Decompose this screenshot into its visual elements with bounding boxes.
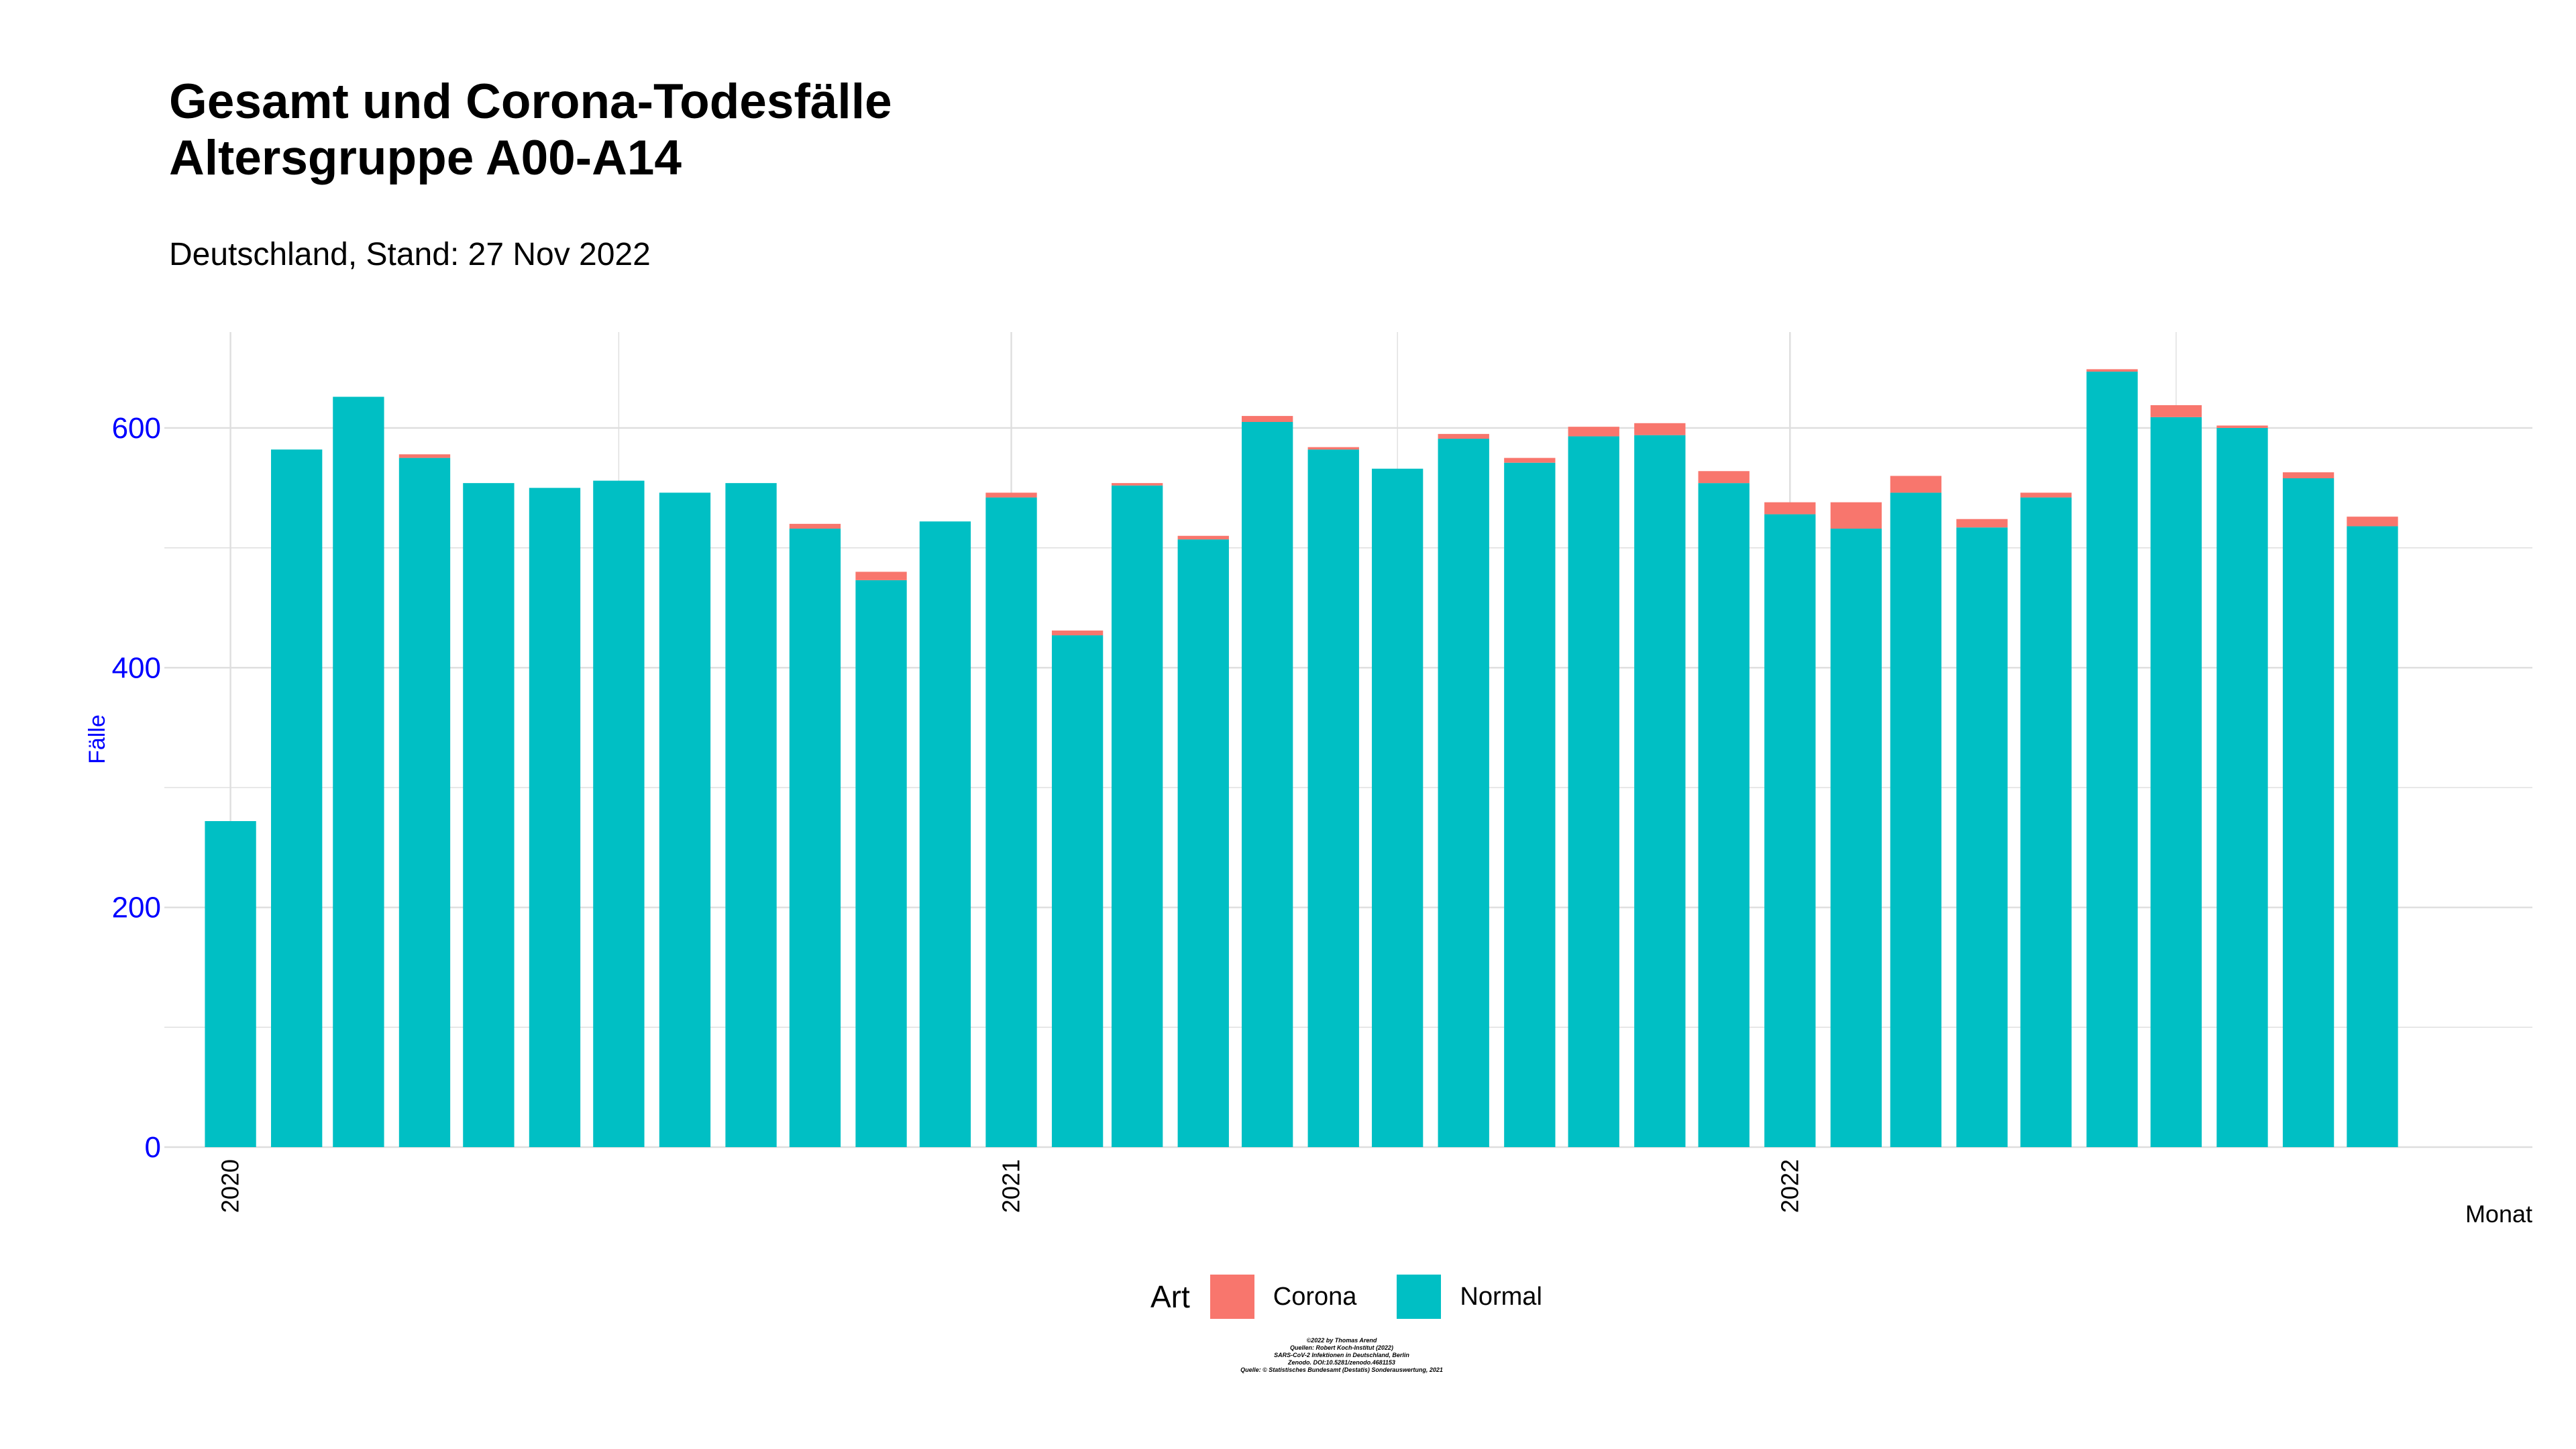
y-tick-label: 400 bbox=[112, 651, 161, 684]
bar-normal-2021-09 bbox=[1504, 462, 1556, 1147]
caption-line: ©2022 by Thomas Arend bbox=[1306, 1337, 1377, 1344]
bar-corona-2021-03 bbox=[1112, 483, 1163, 486]
bar-corona-2022-02 bbox=[1830, 502, 1882, 529]
legend-key-normal bbox=[1397, 1275, 1442, 1319]
bar-normal-2020-12 bbox=[919, 521, 971, 1147]
bar-normal-2021-02 bbox=[1051, 635, 1104, 1147]
caption-line: Quelle: © Statistisches Bundesamt (Desta… bbox=[1240, 1366, 1443, 1373]
bar-normal-2020-06 bbox=[529, 488, 581, 1147]
x-axis-title: Monat bbox=[2465, 1200, 2532, 1228]
y-tick-label: 0 bbox=[145, 1131, 161, 1164]
legend-key-corona bbox=[1210, 1275, 1254, 1319]
bar-normal-2020-01 bbox=[205, 821, 256, 1147]
bar-normal-2020-07 bbox=[593, 480, 645, 1147]
bar-corona-2022-09 bbox=[2282, 472, 2334, 478]
bar-corona-2020-11 bbox=[855, 572, 907, 580]
legend-label-normal: Normal bbox=[1460, 1282, 1542, 1311]
bar-normal-2022-07 bbox=[2150, 417, 2202, 1147]
x-tick-label: 2020 bbox=[217, 1159, 244, 1213]
bar-corona-2022-06 bbox=[2086, 369, 2138, 372]
bar-normal-2021-04 bbox=[1177, 539, 1229, 1147]
bar-normal-2020-04 bbox=[398, 458, 451, 1147]
bar-corona-2022-05 bbox=[2020, 492, 2072, 498]
bar-normal-2021-08 bbox=[1438, 439, 1489, 1148]
y-axis-title: Fälle bbox=[85, 714, 110, 764]
y-tick-label: 200 bbox=[112, 892, 161, 924]
chart-title-line-1: Gesamt und Corona-Todesfälle bbox=[169, 74, 892, 129]
x-tick-label: 2021 bbox=[998, 1159, 1025, 1213]
bar-normal-2021-06 bbox=[1307, 449, 1359, 1147]
bar-corona-2021-11 bbox=[1634, 423, 1686, 435]
bar-corona-2021-04 bbox=[1177, 535, 1229, 540]
bar-corona-2021-12 bbox=[1698, 471, 1750, 484]
bar-normal-2021-10 bbox=[1568, 436, 1619, 1148]
bar-normal-2022-05 bbox=[2020, 497, 2072, 1147]
legend-title: Art bbox=[1150, 1279, 1190, 1314]
bar-corona-2021-09 bbox=[1504, 458, 1556, 463]
bar-normal-2021-03 bbox=[1112, 485, 1163, 1147]
bar-corona-2021-01 bbox=[985, 492, 1037, 498]
legend: Art Corona Normal bbox=[1150, 1275, 1582, 1319]
bar-normal-2022-01 bbox=[1764, 514, 1816, 1147]
bar-normal-2020-02 bbox=[271, 449, 323, 1147]
bar-corona-2022-01 bbox=[1764, 502, 1816, 515]
bar-normal-2020-08 bbox=[659, 492, 711, 1147]
bar-normal-2020-09 bbox=[725, 483, 777, 1147]
bar-normal-2020-05 bbox=[463, 483, 515, 1147]
bar-normal-2020-03 bbox=[333, 396, 384, 1147]
bar-corona-2021-10 bbox=[1568, 427, 1619, 437]
y-tick-label: 600 bbox=[112, 412, 161, 445]
bar-corona-2021-06 bbox=[1307, 447, 1359, 450]
bar-corona-2022-07 bbox=[2150, 405, 2202, 417]
bar-normal-2021-01 bbox=[985, 497, 1037, 1147]
chart-subtitle: Deutschland, Stand: 27 Nov 2022 bbox=[169, 237, 651, 272]
bar-normal-2021-12 bbox=[1698, 483, 1750, 1147]
bar-corona-2022-08 bbox=[2216, 425, 2268, 428]
bar-normal-2022-10 bbox=[2347, 526, 2398, 1147]
bar-normal-2022-02 bbox=[1830, 529, 1882, 1147]
bar-corona-2022-04 bbox=[1956, 519, 2008, 528]
bar-normal-2020-10 bbox=[789, 529, 841, 1147]
bar-corona-2021-05 bbox=[1241, 416, 1293, 423]
bar-normal-2022-03 bbox=[1890, 492, 1942, 1147]
bar-corona-2021-08 bbox=[1438, 433, 1489, 439]
caption-line: SARS-CoV-2 Infektionen in Deutschland, B… bbox=[1274, 1352, 1409, 1358]
x-tick-label: 2022 bbox=[1776, 1159, 1803, 1213]
source-caption: ©2022 by Thomas Arend Quellen: Robert Ko… bbox=[1073, 1337, 1610, 1374]
bar-normal-2021-11 bbox=[1634, 435, 1686, 1147]
bar-normal-2022-04 bbox=[1956, 527, 2008, 1147]
bar-normal-2021-07 bbox=[1371, 468, 1424, 1147]
caption-line: Quellen: Robert Koch-Institut (2022) bbox=[1289, 1344, 1393, 1351]
chart-title: Gesamt und Corona-Todesfälle Altersgrupp… bbox=[169, 74, 892, 186]
bar-corona-2022-10 bbox=[2347, 517, 2398, 527]
bar-corona-2020-04 bbox=[398, 454, 451, 458]
bar-normal-2022-06 bbox=[2086, 371, 2138, 1147]
bar-corona-2021-02 bbox=[1051, 630, 1104, 636]
chart-title-line-2: Altersgruppe A00-A14 bbox=[169, 131, 682, 185]
caption-line: Zenodo. DOI:10.5281/zenodo.4681153 bbox=[1288, 1359, 1395, 1366]
bar-normal-2022-08 bbox=[2216, 427, 2268, 1147]
bar-normal-2021-05 bbox=[1241, 422, 1293, 1147]
bar-corona-2022-03 bbox=[1890, 476, 1942, 493]
legend-label-corona: Corona bbox=[1273, 1282, 1357, 1311]
bar-corona-2020-10 bbox=[789, 523, 841, 529]
bar-normal-2022-09 bbox=[2282, 478, 2334, 1147]
bar-normal-2020-11 bbox=[855, 580, 907, 1147]
